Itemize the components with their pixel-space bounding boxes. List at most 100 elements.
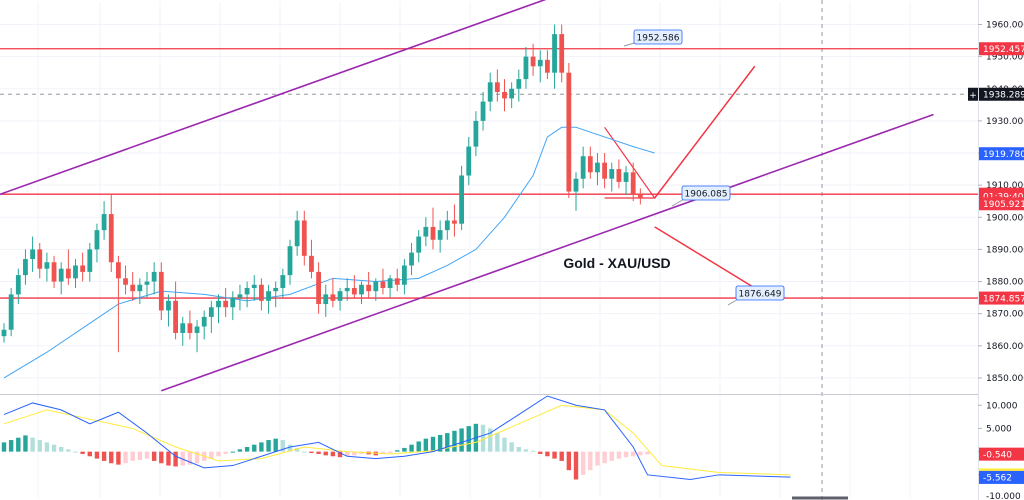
histogram-bar	[402, 447, 407, 452]
crosshair-price-tag[interactable]	[979, 87, 1024, 101]
crosshair-price-tag-text: 1938.289	[983, 90, 1024, 100]
callout-box[interactable]	[735, 285, 785, 301]
histogram-bar	[580, 451, 586, 475]
histogram-bar	[44, 442, 50, 452]
histogram-bar	[123, 451, 128, 464]
histogram-bar	[380, 451, 386, 454]
candle-body	[65, 268, 71, 279]
axis-tag-text: 01:39:40	[983, 192, 1024, 202]
candle-body	[552, 34, 557, 73]
histogram-bar	[488, 428, 493, 452]
candle-body	[587, 156, 593, 173]
histogram-bar	[137, 451, 143, 460]
candle-body	[309, 255, 314, 272]
histogram-bar	[595, 451, 600, 466]
histogram-bar	[294, 447, 300, 452]
candle-body	[423, 226, 429, 237]
histogram-bar	[237, 449, 243, 452]
candle-body	[537, 59, 543, 67]
candle-body	[602, 162, 607, 179]
channel-upper-line[interactable]	[0, 0, 547, 198]
histogram-bar	[538, 451, 543, 454]
candle-body	[37, 249, 43, 269]
candle-body	[444, 220, 450, 231]
projection-down-line[interactable]	[654, 226, 756, 289]
histogram-bar	[144, 451, 150, 459]
candle-body	[259, 284, 264, 301]
histogram-bar	[395, 450, 400, 452]
histogram-bar	[37, 440, 42, 452]
osc-tick-label: 10.000	[986, 401, 1018, 411]
histogram-bar	[559, 451, 564, 461]
candle-body	[94, 230, 100, 250]
candle-body	[580, 156, 586, 179]
histogram-bar	[430, 436, 436, 452]
histogram-bar	[552, 451, 557, 459]
trend-drawings[interactable]	[0, 0, 934, 392]
histogram-bar	[180, 451, 185, 466]
price-tick-label: 1870.000	[986, 310, 1024, 320]
candle-body	[108, 214, 114, 263]
histogram-bar	[59, 447, 64, 452]
histogram-bar	[516, 447, 521, 452]
candle-body	[394, 278, 400, 285]
channel-lower-line[interactable]	[161, 113, 934, 392]
osc-tag-text: -5.562	[983, 474, 1012, 484]
histogram-bar	[566, 451, 572, 471]
support-price-tag-text: 1874.857	[983, 294, 1024, 304]
candle-body	[559, 34, 565, 73]
price-tick-label: 1950.000	[986, 53, 1024, 63]
candle-body	[473, 120, 479, 147]
histogram-bar	[623, 451, 629, 458]
axis-background	[978, 0, 1024, 500]
candle-body	[330, 294, 336, 301]
axis-tag-text: 1905.921	[983, 200, 1024, 210]
candle-body	[452, 220, 457, 224]
osc-tag[interactable]	[979, 470, 1024, 484]
crosshair-plus-icon[interactable]	[968, 87, 978, 101]
histogram-bar	[209, 451, 214, 459]
histogram-bar	[609, 451, 614, 461]
candle-body	[523, 56, 529, 80]
resistance-price-tag[interactable]	[979, 42, 1024, 56]
callout-label: 1906.085	[685, 190, 728, 200]
candle-body	[502, 91, 507, 99]
candle-body	[573, 178, 579, 192]
candle-body	[373, 281, 379, 292]
candle-body	[216, 300, 221, 308]
candle-body	[166, 300, 171, 311]
histogram-bar	[523, 449, 529, 452]
histogram-bar	[645, 451, 650, 455]
axis-tag[interactable]	[979, 147, 1024, 161]
price-axis[interactable]: 1850.000 1860.000 1870.000 1880.000 1890.000…	[968, 0, 1024, 500]
histogram-bar	[409, 444, 414, 452]
histogram-bar	[51, 444, 57, 452]
candle-body	[351, 287, 357, 295]
candle-body	[8, 294, 14, 330]
callout-box[interactable]	[633, 29, 683, 45]
price-tick-label: 1850.000	[986, 374, 1024, 384]
price-callouts[interactable]: 1952.586 1906.085 1876.649	[623, 29, 785, 306]
candle-body	[208, 307, 214, 317]
price-tick-label: 1860.000	[986, 342, 1024, 352]
osc-tag[interactable]	[979, 447, 1024, 461]
price-tick-label: 1900.000	[986, 213, 1024, 223]
support-price-tag[interactable]	[979, 291, 1024, 305]
histogram-bar	[66, 449, 71, 452]
projection-up-line[interactable]	[654, 65, 756, 199]
candle-body	[430, 226, 436, 240]
candle-body	[545, 59, 550, 73]
candle-body	[80, 265, 86, 272]
candle-body	[630, 172, 636, 195]
axis-tag[interactable]	[979, 197, 1024, 211]
candle-body	[280, 275, 286, 288]
histogram-bar	[316, 451, 321, 454]
histogram-bar	[509, 442, 514, 452]
histogram-bar	[309, 451, 314, 454]
histogram-bar	[16, 437, 21, 452]
candle-body	[44, 262, 50, 269]
candle-body	[201, 316, 207, 327]
callout-box[interactable]	[681, 185, 731, 201]
